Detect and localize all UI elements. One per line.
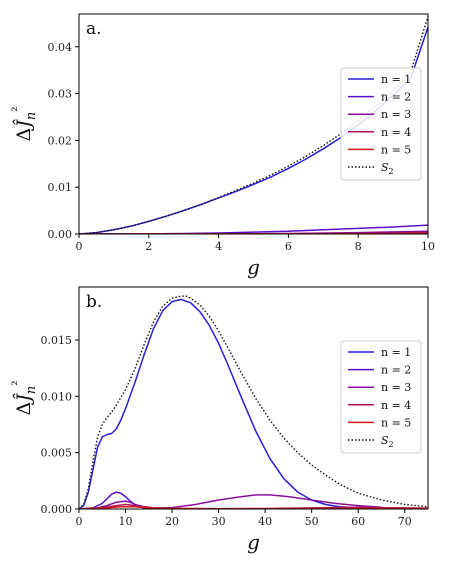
y-axis-label: ΔĴn²	[10, 107, 39, 142]
y-tick-label: 0.005	[41, 447, 73, 460]
x-tick-label: 0	[76, 240, 83, 253]
plot-frame	[78, 286, 429, 510]
legend-entry: n = 3	[381, 108, 411, 121]
y-tick-label: 0.015	[41, 334, 73, 347]
series-line-n3	[79, 494, 428, 509]
series-line-n2	[79, 491, 219, 509]
y-tick-label: 0.04	[48, 41, 73, 54]
x-tick-label: 0	[76, 515, 83, 528]
legend-entry: n = 4	[381, 399, 411, 412]
x-tick-label: 70	[398, 515, 412, 528]
x-tick-label: 20	[165, 515, 179, 528]
y-tick-label: 0.010	[41, 390, 73, 403]
legend-entry: n = 2	[381, 91, 411, 104]
x-tick-label: 60	[351, 515, 365, 528]
legend-entry: n = 5	[381, 143, 411, 156]
legend-entry: n = 5	[381, 416, 411, 429]
legend-entry: S2	[381, 434, 394, 449]
y-axis-label: ΔĴn²	[10, 381, 39, 416]
y-tick-label: 0.01	[48, 181, 73, 194]
x-axis-label: g	[247, 255, 260, 279]
x-tick-label: 40	[258, 515, 272, 528]
x-tick-label: 10	[421, 240, 435, 253]
x-tick-label: 4	[215, 240, 222, 253]
x-tick-label: 2	[145, 240, 152, 253]
legend-entry: S2	[381, 161, 394, 176]
panel-label: b.	[86, 292, 102, 312]
x-tick-label: 6	[285, 240, 292, 253]
legend: n = 1 n = 2 n = 3 n = 4 n = 5 S2	[340, 340, 422, 454]
legend: n = 1 n = 2 n = 3 n = 4 n = 5 S2	[340, 67, 422, 181]
x-tick-label: 10	[119, 515, 133, 528]
y-tick-label: 0.000	[41, 503, 73, 516]
y-tick-label: 0.02	[48, 134, 73, 147]
legend-entry: n = 3	[381, 381, 411, 394]
legend-entry: n = 2	[381, 364, 411, 377]
x-axis-label: g	[247, 530, 260, 554]
panel-label: a.	[86, 19, 102, 39]
chart-panel-b: 0 10 20 30 40 50 60 70 0.000 0.005 0.010 0.015 b. g ΔĴ…	[10, 286, 429, 554]
x-tick-label: 50	[305, 515, 319, 528]
plot-frame	[78, 13, 429, 235]
series-line-n1	[79, 298, 428, 509]
legend-entry: n = 1	[381, 73, 411, 86]
x-tick-label: 8	[355, 240, 362, 253]
y-tick-label: 0.03	[48, 88, 73, 101]
x-tick-label: 30	[212, 515, 226, 528]
legend-entry: n = 1	[381, 346, 411, 359]
legend-entry: n = 4	[381, 126, 411, 139]
y-tick-label: 0.00	[48, 228, 73, 241]
series-line-s2	[79, 295, 428, 509]
